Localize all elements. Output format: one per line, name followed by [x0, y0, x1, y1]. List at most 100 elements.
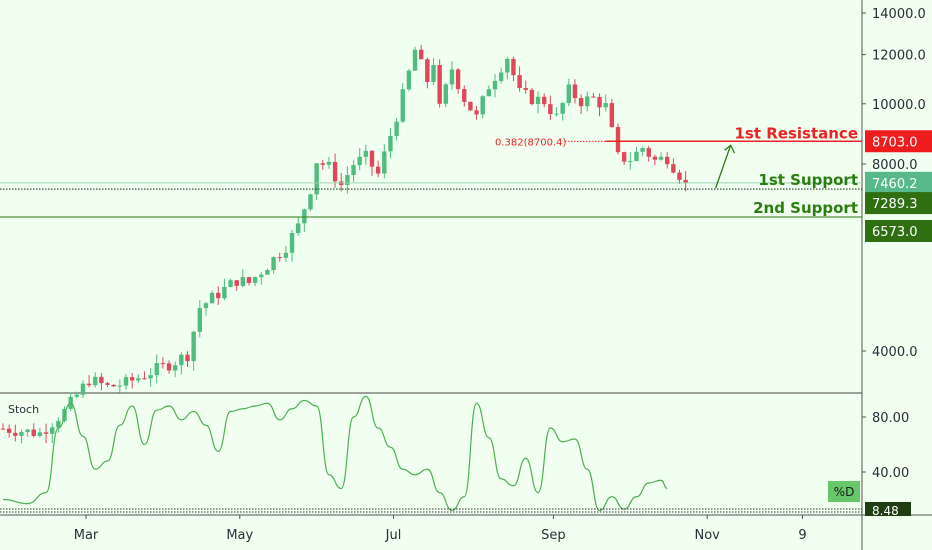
candle: [0, 428, 6, 430]
candle: [609, 103, 615, 128]
candle: [86, 383, 92, 386]
candle: [375, 166, 381, 174]
candle: [117, 385, 123, 387]
current-price-tag: 7460.2: [872, 177, 918, 192]
candle: [216, 292, 221, 299]
candle: [665, 156, 670, 165]
projection-arrow-head: [724, 144, 736, 154]
candle: [228, 280, 233, 287]
stoch-title: Stoch: [8, 403, 39, 416]
candle: [677, 172, 682, 180]
candle: [406, 70, 412, 90]
candle: [74, 394, 79, 397]
stoch-pane: Stoch %D: [0, 395, 862, 513]
price-tick-label: 8000.0: [872, 158, 918, 173]
candle: [640, 148, 645, 152]
candle: [80, 383, 86, 395]
candle: [142, 378, 147, 380]
candle: [511, 58, 516, 76]
candle: [363, 150, 369, 157]
candle: [93, 376, 98, 386]
candle: [394, 121, 399, 136]
candle: [222, 286, 227, 299]
support-1-price-tag: 7289.3: [872, 197, 918, 212]
axes: 14000.0 12000.0 10000.0 8000.0 4000.0 8703.0 7…: [74, 7, 932, 543]
candle: [517, 75, 522, 89]
candle: [554, 113, 559, 115]
resistance-1-label: 1st Resistance: [734, 124, 858, 142]
time-tick-label: Jul: [385, 528, 402, 543]
candle: [99, 376, 104, 384]
candle: [136, 378, 141, 381]
time-tick-label: 9: [798, 528, 806, 543]
candle: [474, 110, 479, 115]
candle: [179, 354, 184, 366]
candle: [123, 377, 129, 386]
candle: [209, 292, 215, 304]
candle: [578, 98, 584, 107]
candle: [43, 432, 49, 434]
candle: [437, 65, 442, 104]
candle: [431, 65, 436, 83]
candle: [369, 150, 375, 167]
candle: [351, 165, 356, 176]
support-1-price-tag-box: [865, 192, 932, 215]
candle: [197, 308, 202, 332]
candle: [566, 84, 571, 103]
fib-label: 0.382(8700.4): [495, 137, 567, 148]
candle: [185, 354, 190, 362]
candle: [56, 420, 61, 428]
candle: [166, 363, 172, 371]
candle: [265, 270, 270, 275]
stoch-d-badge: [828, 481, 860, 502]
candle: [529, 89, 535, 105]
candle: [37, 432, 43, 436]
time-tick-label: Nov: [694, 528, 720, 543]
stoch-d-line: [2, 395, 668, 512]
support-1-label: 1st Support: [758, 171, 858, 189]
support-2-label: 2nd Support: [753, 199, 858, 217]
candle: [591, 96, 596, 98]
candle: [25, 429, 30, 433]
candle: [542, 96, 547, 105]
candle: [203, 303, 209, 309]
candle: [535, 96, 541, 105]
candle: [382, 151, 387, 174]
candle: [314, 163, 319, 195]
candle: [683, 179, 688, 183]
candle: [621, 152, 627, 162]
candle: [259, 274, 264, 278]
candle: [419, 49, 424, 60]
candle: [246, 277, 252, 283]
candle: [160, 363, 166, 365]
candle: [154, 363, 159, 376]
candle: [289, 233, 295, 253]
candle: [646, 148, 651, 157]
current-price-tag-box: [865, 171, 932, 194]
candle: [6, 428, 12, 433]
candle: [628, 161, 633, 163]
candle: [400, 89, 405, 122]
candle: [597, 96, 602, 108]
price-tick-label: 4000.0: [872, 345, 918, 360]
resistance-price-tag-box: [865, 130, 932, 153]
candle: [148, 375, 153, 379]
candle: [572, 84, 578, 99]
candle: [603, 103, 608, 108]
candle: [634, 151, 639, 162]
candle: [31, 429, 36, 436]
support-2-price-tag: 6573.0: [872, 225, 918, 240]
candle: [271, 257, 276, 271]
candle: [283, 252, 289, 258]
candle: [658, 156, 664, 160]
time-tick-label: Mar: [74, 528, 99, 543]
time-tick-label: May: [226, 528, 253, 543]
candle: [173, 365, 178, 371]
candle: [105, 383, 110, 385]
candle: [234, 280, 239, 286]
candle: [111, 384, 116, 387]
stoch-tick-label: 40.00: [872, 466, 909, 481]
candle: [412, 49, 418, 71]
